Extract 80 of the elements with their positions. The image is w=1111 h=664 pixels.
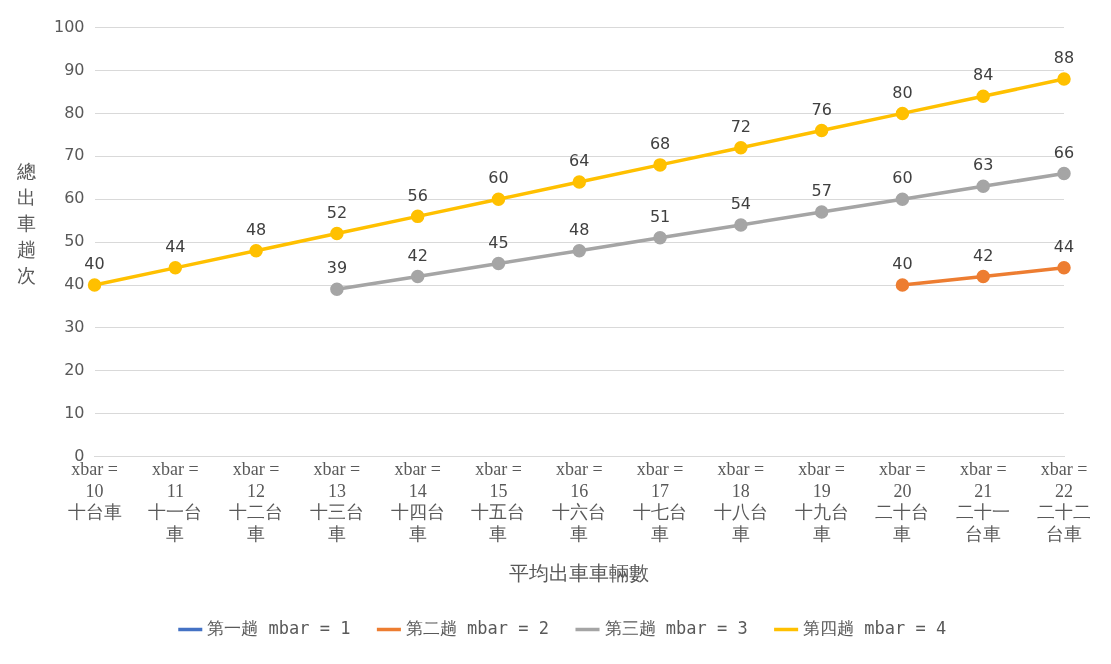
point — [330, 282, 344, 297]
x-tick-label: xbar = 15 十五台車 — [471, 459, 526, 544]
point — [653, 158, 667, 172]
data-label: 40 — [84, 254, 105, 274]
y-axis-title: 總出車趟次 — [16, 159, 36, 288]
point — [410, 209, 425, 224]
x-tick-label: xbar = 12 十二台車 — [229, 459, 284, 544]
point — [895, 106, 910, 121]
data-label: 72 — [730, 116, 752, 136]
data-label: 57 — [811, 181, 832, 201]
legend-label: 第三趟 mbar = 3 — [604, 617, 748, 638]
y-tick-label: 80 — [64, 102, 85, 122]
data-label: 44 — [1053, 237, 1075, 256]
point — [814, 123, 829, 138]
point — [1057, 166, 1071, 181]
point — [814, 205, 829, 219]
data-label: 60 — [488, 168, 509, 188]
data-label: 45 — [488, 232, 509, 252]
x-axis-title: 平均出車車輛數 — [509, 561, 650, 586]
data-label: 42 — [973, 245, 994, 265]
point — [895, 278, 910, 292]
data-label: 80 — [892, 82, 913, 102]
x-tick-label: xbar = 22 二十二台車 — [1037, 459, 1091, 544]
x-tick-label: xbar = 18 十八台車 — [713, 459, 768, 544]
x-tick-label: xbar = 19 十九台車 — [794, 459, 849, 544]
data-label: 56 — [407, 185, 428, 205]
point — [1057, 261, 1071, 275]
point — [734, 218, 748, 232]
y-tick-label: 60 — [64, 188, 85, 208]
data-label: 54 — [730, 194, 752, 214]
data-label: 40 — [892, 254, 913, 274]
point — [1057, 72, 1071, 86]
y-tick-label: 30 — [64, 317, 85, 337]
legend-label: 第二趟 mbar = 2 — [405, 617, 550, 638]
x-tick-label: xbar = 16 十六台車 — [552, 459, 607, 544]
data-label: 48 — [569, 219, 590, 239]
data-label: 60 — [892, 168, 913, 188]
point — [168, 261, 183, 275]
y-tick-label: 50 — [64, 231, 85, 251]
data-label: 64 — [569, 151, 590, 171]
point — [976, 179, 990, 194]
point — [249, 243, 263, 258]
y-tick-label: 40 — [64, 274, 85, 294]
x-tick-label: xbar = 13 十三台車 — [309, 459, 364, 544]
y-tick-label: 10 — [64, 402, 85, 422]
data-label: 88 — [1053, 48, 1075, 68]
point — [410, 269, 425, 284]
y-tick-label: 70 — [64, 145, 85, 165]
x-tick-label: xbar = 14 十四台車 — [390, 459, 445, 544]
data-label: 52 — [326, 202, 348, 222]
point — [330, 226, 344, 241]
y-tick-label: 90 — [64, 59, 85, 79]
point — [976, 89, 990, 103]
point — [491, 192, 506, 206]
point — [87, 278, 102, 292]
point — [572, 243, 587, 258]
y-tick-label: 100 — [53, 16, 85, 36]
data-label: 84 — [973, 65, 994, 85]
x-tick-label: xbar = 20 二十台車 — [875, 459, 930, 544]
point — [734, 140, 748, 155]
point — [976, 269, 990, 284]
point — [572, 175, 587, 189]
x-tick-label: xbar = 11 十一台車 — [148, 459, 203, 544]
y-tick-label: 20 — [64, 359, 85, 379]
legend-label: 第四趟 mbar = 4 — [803, 617, 947, 638]
data-label: 42 — [407, 245, 428, 265]
data-label: 48 — [245, 219, 267, 239]
data-label: 66 — [1053, 142, 1075, 162]
data-label: 44 — [165, 237, 186, 256]
data-label: 51 — [649, 206, 671, 226]
data-label: 68 — [649, 134, 671, 154]
data-label: 63 — [973, 155, 994, 175]
point — [491, 256, 506, 271]
point — [653, 231, 667, 245]
point — [895, 192, 910, 206]
legend-label: 第一趟 mbar = 1 — [207, 617, 351, 638]
data-label: 39 — [326, 258, 348, 278]
x-tick-label: xbar = 21 二十一台車 — [956, 459, 1011, 544]
data-label: 76 — [811, 99, 832, 119]
x-tick-label: xbar = 17 十七台車 — [633, 459, 688, 544]
